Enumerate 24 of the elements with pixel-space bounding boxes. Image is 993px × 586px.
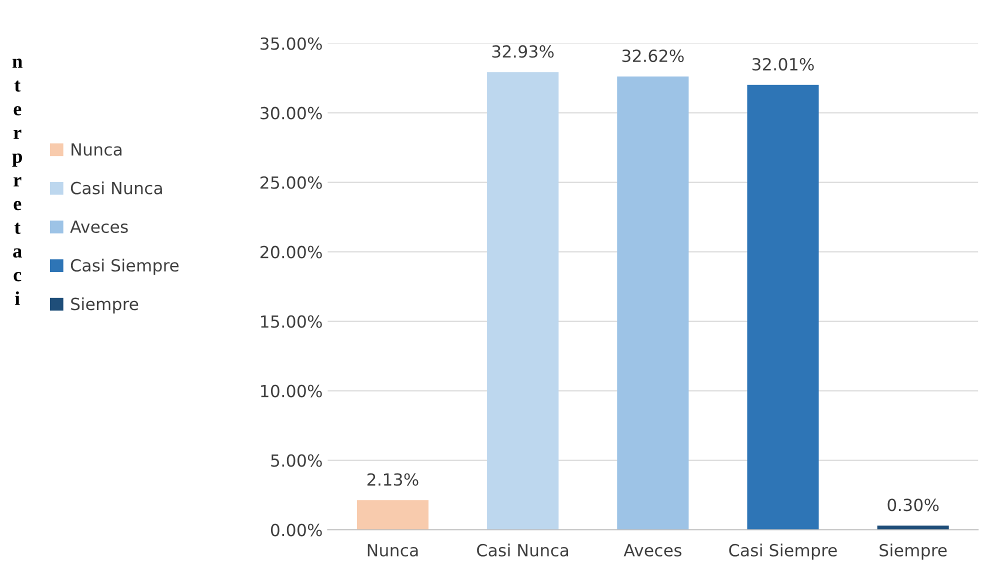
x-tick-label: Casi Siempre	[729, 544, 837, 560]
data-label: 32.93%	[492, 45, 554, 58]
y-tick-label: 15.00%	[261, 315, 322, 328]
legend-label: Casi Siempre	[70, 258, 179, 275]
x-tick-label: Aveces	[624, 544, 682, 557]
legend-label: Nunca	[72, 143, 122, 156]
y-tick-label: 25.00%	[260, 176, 322, 189]
legend-label: Siempre	[71, 297, 138, 314]
y-tick-label: 35.00%	[260, 37, 322, 50]
data-label: 2.13%	[367, 473, 418, 486]
data-label: 0.30%	[888, 498, 939, 512]
data-label: 32.62%	[622, 49, 684, 62]
x-tick-label: Casi Nunca	[477, 544, 568, 557]
text: nterpretaci	[12, 58, 22, 305]
y-tick-label: 5.00%	[271, 454, 322, 467]
legend-label: Casi Nunca	[70, 181, 162, 194]
x-tick-label: Nunca	[368, 544, 418, 557]
y-tick-label: 30.00%	[260, 106, 322, 120]
y-tick-label: 20.00%	[260, 246, 322, 258]
x-tick-label: Siempre	[880, 544, 947, 560]
y-tick-label: 10.00%	[261, 384, 322, 398]
legend-label: Aveces	[70, 220, 128, 234]
data-label: 32.01%	[752, 58, 814, 71]
y-tick-label: 0.00%	[270, 524, 322, 536]
